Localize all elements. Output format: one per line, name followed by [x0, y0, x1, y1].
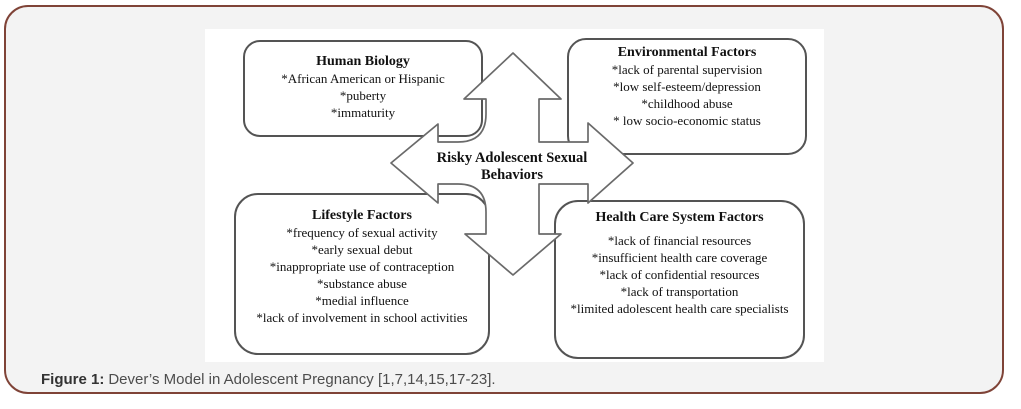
- figure-image: Human Biology *African American or Hispa…: [205, 29, 824, 362]
- box-item: *lack of confidential resources: [599, 267, 760, 282]
- box-lifestyle-factors-title: Lifestyle Factors: [312, 208, 412, 223]
- box-item: *limited adolescent health care speciali…: [570, 301, 789, 316]
- box-item: *immaturity: [330, 105, 396, 120]
- box-health-care-system-factors: Health Care System Factors *lack of fina…: [554, 200, 805, 359]
- figure-caption-label: Figure 1:: [41, 371, 105, 388]
- center-label-line1: Risky Adolescent Sexual: [436, 150, 588, 166]
- box-item: *puberty: [339, 88, 387, 103]
- box-environmental-factors: Environmental Factors *lack of parental …: [567, 38, 807, 155]
- box-item: *low self-esteem/depression: [613, 79, 761, 94]
- box-item: *lack of financial resources: [607, 233, 752, 248]
- figure-caption: Figure 1: Dever’s Model in Adolescent Pre…: [41, 371, 941, 388]
- box-item: *medial influence: [315, 293, 409, 308]
- box-item: *substance abuse: [317, 276, 407, 291]
- box-item: *frequency of sexual activity: [286, 225, 438, 240]
- box-item: *lack of involvement in school activitie…: [256, 310, 468, 325]
- box-environmental-factors-title: Environmental Factors: [617, 45, 757, 60]
- box-item: *lack of parental supervision: [611, 62, 763, 77]
- box-item: *early sexual debut: [311, 242, 413, 257]
- box-human-biology-title: Human Biology: [316, 54, 410, 69]
- center-label-line2: Behaviors: [480, 167, 544, 183]
- box-item: *lack of transportation: [620, 284, 739, 299]
- box-health-care-system-factors-title: Health Care System Factors: [595, 210, 764, 225]
- four-way-arrow-icon: [390, 52, 634, 276]
- box-item: *African American or Hispanic: [281, 71, 445, 86]
- box-human-biology: Human Biology *African American or Hispa…: [243, 40, 483, 137]
- box-lifestyle-factors: Lifestyle Factors *frequency of sexual a…: [234, 193, 490, 355]
- figure-card: Human Biology *African American or Hispa…: [4, 5, 1004, 394]
- box-item: *childhood abuse: [641, 96, 733, 111]
- box-item: * low socio-economic status: [613, 113, 761, 128]
- figure-caption-text: Dever’s Model in Adolescent Pregnancy [1…: [108, 371, 496, 388]
- box-item: *inappropriate use of contraception: [269, 259, 455, 274]
- box-item: *insufficient health care coverage: [591, 250, 768, 265]
- center-label: Risky Adolescent Sexual Behaviors: [401, 150, 623, 184]
